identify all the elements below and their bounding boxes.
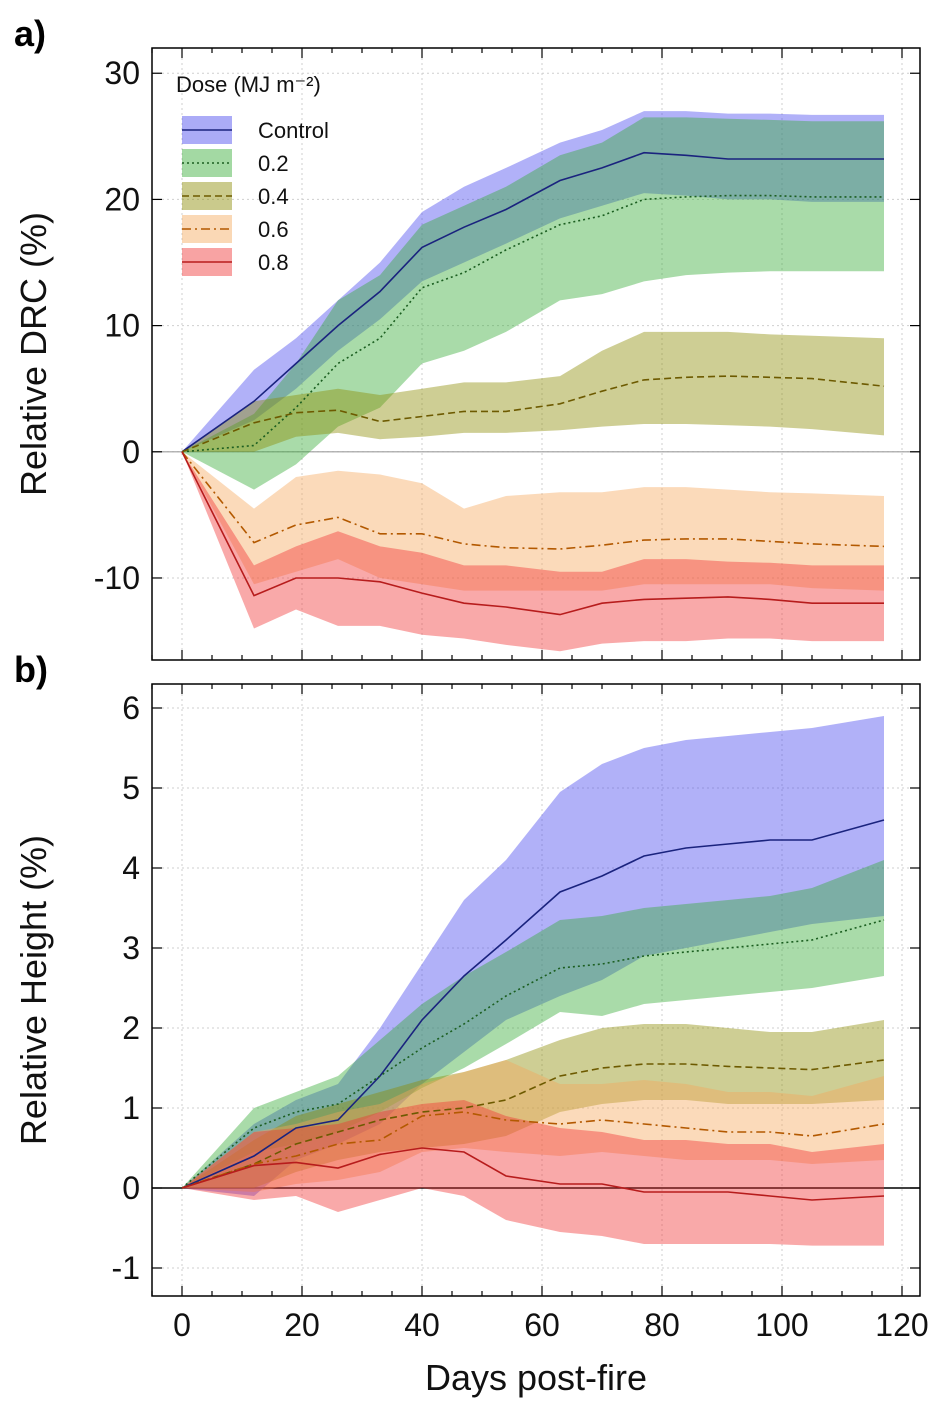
y-tick-label: 0 xyxy=(122,434,140,470)
band-0-6 xyxy=(182,1060,884,1192)
line-0-6 xyxy=(181,1111,885,1189)
y-tick-label: 1 xyxy=(122,1090,140,1126)
panel-a: -10 0 10 20 30 Relative DRC (%) a) Dose (MJ m⁻²… xyxy=(13,13,921,661)
y-tick-label: 5 xyxy=(122,770,140,806)
line-0-2 xyxy=(181,194,884,453)
x-axis-label: Days post-fire xyxy=(425,1357,647,1398)
band-0-8 xyxy=(182,1100,884,1246)
y-tick-label: 30 xyxy=(104,55,140,91)
band-Control xyxy=(182,111,884,452)
x-tick-label: 20 xyxy=(284,1307,320,1343)
x-tick-label: 40 xyxy=(404,1307,440,1343)
band-0-2 xyxy=(182,860,884,1188)
y-tick-label: 2 xyxy=(122,1010,140,1046)
band-Control xyxy=(182,716,884,1196)
x-tick-label: 120 xyxy=(875,1307,928,1343)
line-Control xyxy=(181,151,884,453)
y-tick-label: 6 xyxy=(122,690,140,726)
x-tick-label: 0 xyxy=(173,1307,191,1343)
y-tick-label: -10 xyxy=(94,560,140,596)
x-tick-label: 100 xyxy=(755,1307,808,1343)
y-tick-label: 0 xyxy=(122,1170,140,1206)
line-0-2 xyxy=(181,919,885,1189)
panel-label: b) xyxy=(14,649,48,690)
legend-title: Dose (MJ m⁻²) xyxy=(176,72,321,97)
line-0-6 xyxy=(181,451,885,550)
plot-frame xyxy=(151,683,921,1297)
band-0-6 xyxy=(182,451,884,591)
line-Control xyxy=(181,819,885,1189)
band-0-8 xyxy=(182,451,884,652)
y-axis-label: Relative Height (%) xyxy=(13,835,54,1145)
y-axis-label: Relative DRC (%) xyxy=(13,212,54,496)
band-0-2 xyxy=(182,117,884,490)
band-0-4 xyxy=(182,1020,884,1188)
legend: Dose (MJ m⁻²) Control 0.2 0.4 0.6 0.8 xyxy=(176,72,329,276)
y-tick-label: -1 xyxy=(112,1250,140,1286)
y-tick-label: 10 xyxy=(104,308,140,344)
legend-label: 0.4 xyxy=(258,184,289,209)
legend-label: 0.6 xyxy=(258,217,289,242)
line-0-4 xyxy=(181,1059,885,1189)
band-0-4 xyxy=(182,331,884,452)
y-tick-label: 3 xyxy=(122,930,140,966)
legend-label: 0.8 xyxy=(258,250,289,275)
y-tick-label: 20 xyxy=(104,181,140,217)
line-0-8 xyxy=(181,451,884,616)
legend-label: Control xyxy=(258,118,329,143)
y-tick-label: 4 xyxy=(122,850,140,886)
plot-frame xyxy=(151,47,921,661)
legend-label: 0.2 xyxy=(258,151,289,176)
panel-label: a) xyxy=(14,13,46,54)
line-0-8 xyxy=(181,1147,885,1201)
x-tick-label: 80 xyxy=(644,1307,680,1343)
x-tick-label: 60 xyxy=(524,1307,560,1343)
